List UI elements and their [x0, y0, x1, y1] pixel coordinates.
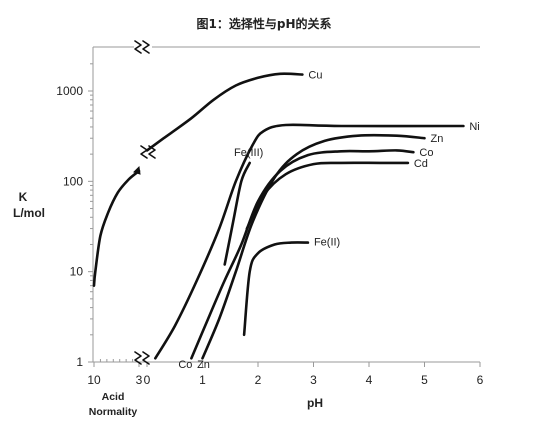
- acid-tick-label: 3: [136, 373, 143, 387]
- cu-curve-break: [140, 145, 148, 159]
- series-line-cd: [245, 161, 410, 230]
- chart-title: 图1：选择性与pH的关系: [197, 16, 332, 31]
- series-start-label-zn: Zn: [197, 359, 210, 371]
- series-line-cu: [145, 72, 304, 152]
- series-line-acid-cu: [92, 169, 141, 287]
- ph-axis-title: pH: [307, 396, 323, 410]
- series-label-co: Co: [419, 147, 433, 159]
- acid-series-arrowhead: [133, 165, 141, 175]
- ph-tick-label: 6: [477, 373, 484, 387]
- series-label-cu: Cu: [308, 70, 322, 82]
- series-line-feiii: [223, 161, 251, 266]
- y-tick-label: 1000: [56, 84, 83, 98]
- axis-break-marks: [134, 40, 156, 365]
- ph-tick-label: 3: [310, 373, 317, 387]
- series-label-feii: Fe(II): [314, 237, 340, 249]
- bottom-axis-break: [134, 351, 142, 365]
- series-line-co: [190, 149, 415, 360]
- top-axis-break: [134, 40, 142, 54]
- acid-axis-title-line2: Normality: [89, 406, 138, 418]
- series-line-feii: [242, 241, 310, 337]
- series-line-zn: [201, 133, 426, 360]
- y-axis-title-line2: L/mol: [13, 206, 45, 220]
- ph-tick-label: 0: [144, 373, 151, 387]
- y-tick-label: 1: [76, 355, 83, 369]
- ph-tick-label: 2: [255, 373, 262, 387]
- top-axis-break: [142, 40, 150, 54]
- y-tick-label: 10: [70, 265, 84, 279]
- series-lines: [92, 72, 465, 360]
- series-line-ni: [154, 123, 465, 360]
- acid-tick-label: 10: [87, 373, 101, 387]
- series-label-cd: Cd: [414, 158, 428, 170]
- y-axis-title-line1: K: [19, 190, 28, 204]
- y-tick-label: 100: [63, 174, 83, 188]
- series-start-label-co: Co: [178, 359, 192, 371]
- ph-tick-label: 4: [366, 373, 373, 387]
- bottom-axis-break: [142, 351, 150, 365]
- series-label-feiii: Fe(III): [234, 147, 263, 159]
- x-axis-ticks: 10 3 0 1 2 3 4 5 6: [87, 359, 484, 387]
- acid-axis-title-line1: Acid: [102, 391, 125, 403]
- ph-tick-label: 1: [199, 373, 206, 387]
- ph-tick-label: 5: [421, 373, 428, 387]
- y-axis-ticks: 1 10 100 1000: [56, 63, 93, 369]
- axes: [92, 46, 480, 363]
- series-label-ni: Ni: [469, 121, 479, 133]
- series-label-zn: Zn: [431, 133, 444, 145]
